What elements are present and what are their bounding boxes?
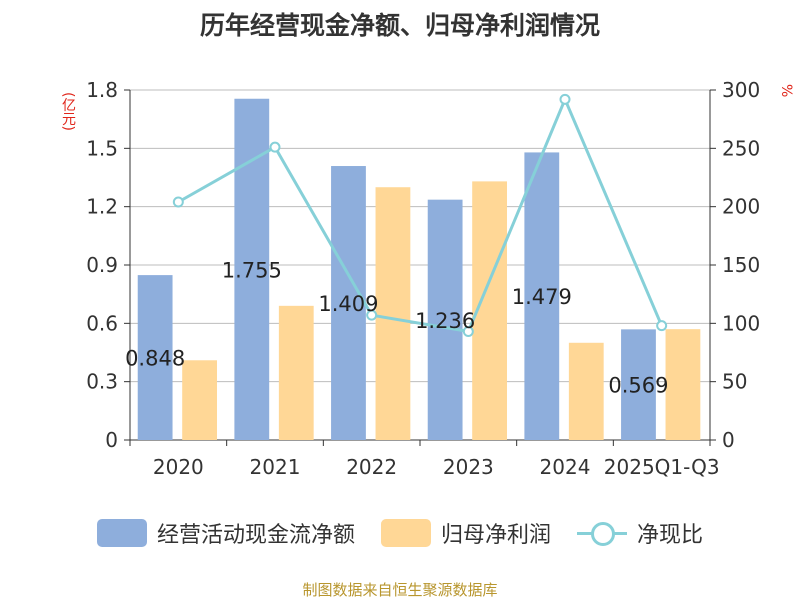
left-axis-tick-label: 0.3 bbox=[86, 370, 118, 394]
legend-swatch-cash-ratio bbox=[577, 519, 627, 547]
right-axis-tick-label: 150 bbox=[722, 253, 760, 277]
left-axis-tick-label: 0.9 bbox=[86, 253, 118, 277]
data-label-cashflow: 0.569 bbox=[608, 374, 668, 398]
bar-cashflow bbox=[137, 275, 173, 440]
legend-label-cashflow: 经营活动现金流净额 bbox=[156, 523, 355, 548]
right-axis-tick-label: 250 bbox=[722, 136, 760, 160]
data-label-cashflow: 1.409 bbox=[318, 292, 378, 316]
left-axis-tick-label: 1.8 bbox=[86, 78, 118, 102]
right-axis-unit: % bbox=[778, 84, 794, 98]
left-axis-tick-label: 1.5 bbox=[86, 136, 118, 160]
bar-cashflow bbox=[524, 152, 560, 440]
x-axis-tick-label: 2022 bbox=[346, 455, 397, 479]
x-axis-tick-label: 2024 bbox=[540, 455, 591, 479]
legend-swatch-net-profit bbox=[380, 519, 431, 547]
bar-cashflow bbox=[234, 98, 270, 440]
x-axis-tick-label: 2021 bbox=[250, 455, 301, 479]
right-axis-tick-label: 100 bbox=[722, 311, 760, 335]
right-axis-tick-label: 300 bbox=[722, 78, 760, 102]
legend-swatch-cashflow bbox=[96, 519, 147, 547]
left-axis-tick-label: 1.2 bbox=[86, 195, 118, 219]
point-cash-ratio bbox=[172, 196, 184, 208]
bar-net-profit bbox=[278, 305, 314, 440]
point-cash-ratio bbox=[366, 309, 378, 321]
data-source: 制图数据来自恒生聚源数据库 bbox=[302, 581, 498, 599]
bar-cashflow bbox=[621, 329, 656, 440]
legend: 经营活动现金流净额 归母净利润 净现比 bbox=[0, 517, 800, 549]
left-axis-tick-label: 0.6 bbox=[86, 311, 118, 335]
bar-net-profit bbox=[665, 329, 701, 440]
left-axis-tick-label: 0 bbox=[105, 428, 118, 452]
right-axis-tick-label: 0 bbox=[722, 428, 735, 452]
data-label-cashflow: 1.236 bbox=[415, 309, 475, 333]
legend-label-cash-ratio: 净现比 bbox=[637, 523, 704, 548]
legend-item-cash-ratio[interactable]: 净现比 bbox=[577, 517, 703, 549]
point-cash-ratio bbox=[269, 141, 281, 153]
x-axis-tick-label: 2023 bbox=[443, 455, 494, 479]
left-axis-unit: (亿元) bbox=[60, 92, 76, 131]
data-label-cashflow: 1.755 bbox=[222, 258, 282, 282]
right-axis-tick-label: 50 bbox=[722, 370, 747, 394]
x-axis-tick-label: 2020 bbox=[153, 455, 204, 479]
x-axis-tick-label: 2025Q1-Q3 bbox=[604, 455, 720, 479]
data-label-cashflow: 1.479 bbox=[512, 285, 572, 309]
point-cash-ratio bbox=[559, 93, 571, 105]
point-cash-ratio bbox=[462, 326, 474, 337]
bar-net-profit bbox=[182, 360, 217, 440]
legend-label-net-profit: 归母净利润 bbox=[440, 523, 551, 548]
point-cash-ratio bbox=[656, 320, 668, 332]
right-axis-tick-label: 200 bbox=[722, 195, 760, 219]
line-cash-ratio bbox=[177, 95, 664, 334]
bar-net-profit bbox=[375, 187, 411, 440]
data-label-cashflow: 0.848 bbox=[125, 347, 185, 371]
bar-cashflow bbox=[427, 199, 463, 440]
chart-title: 历年经营现金净额、归母净利润情况 bbox=[199, 11, 600, 40]
bar-net-profit bbox=[568, 342, 604, 440]
legend-item-cashflow[interactable]: 经营活动现金流净额 bbox=[96, 517, 355, 549]
legend-item-net-profit[interactable]: 归母净利润 bbox=[380, 517, 551, 549]
bar-cashflow bbox=[331, 166, 366, 440]
